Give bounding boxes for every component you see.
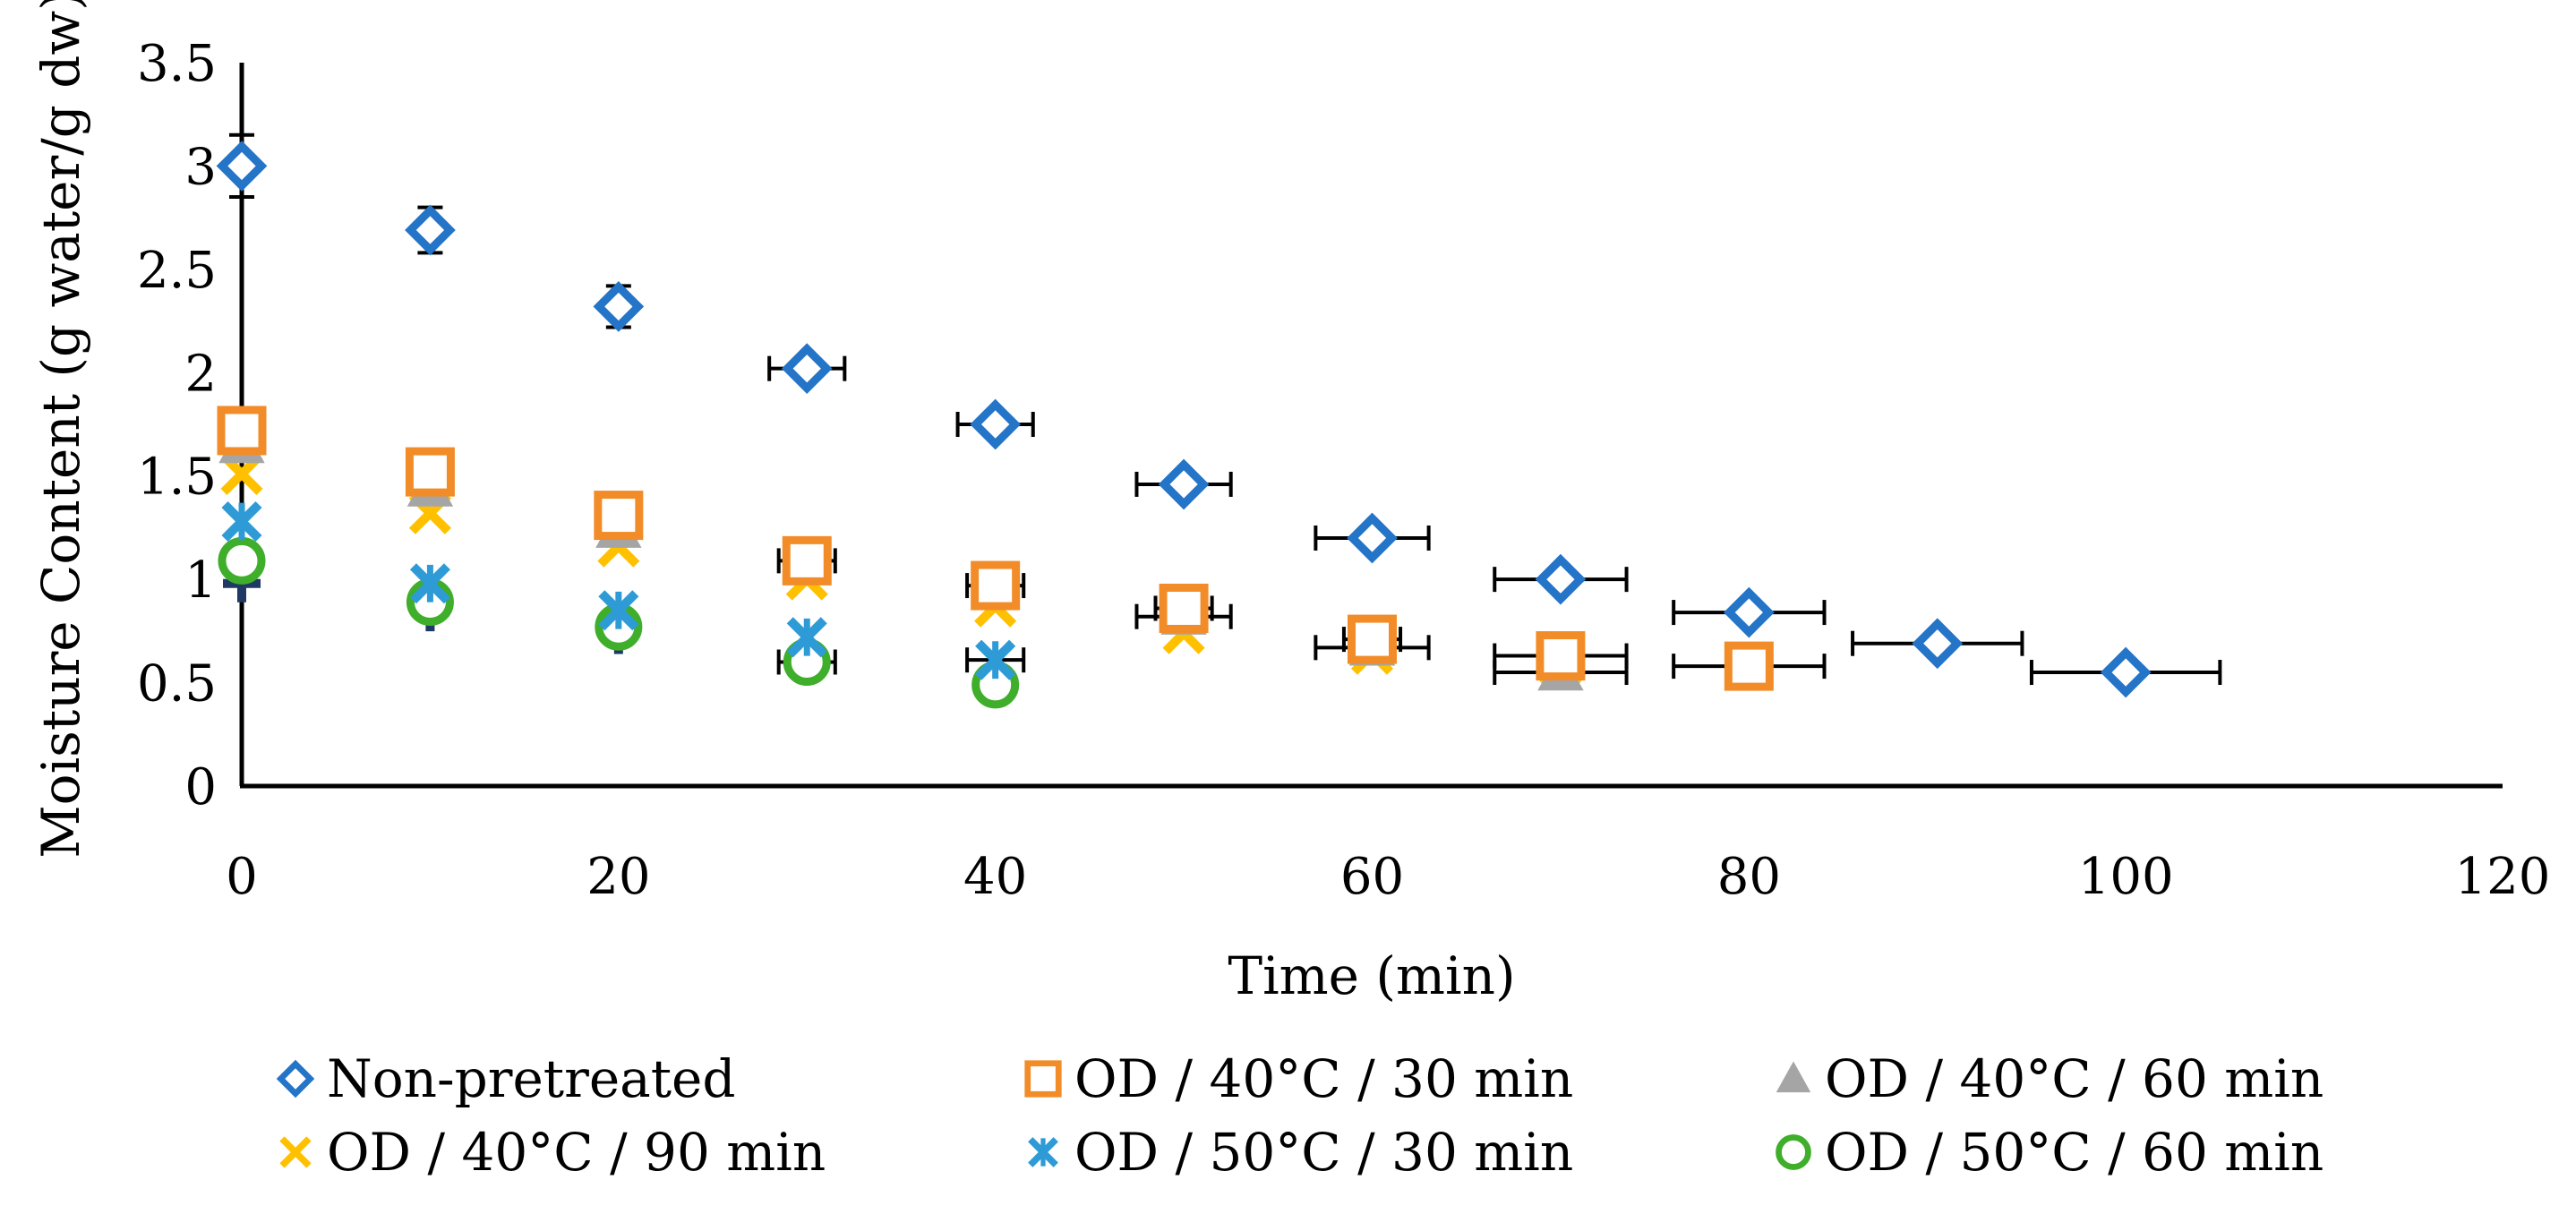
legend-marker-shape	[276, 1059, 315, 1098]
y-tick-label: 0	[184, 758, 217, 816]
legend-marker-shape	[279, 1136, 312, 1168]
data-point-square	[405, 447, 455, 497]
legend-marker-shape	[1024, 1060, 1062, 1098]
legend-marker-shape	[1776, 1061, 1811, 1093]
legend-label: Non-pretreated	[327, 1048, 736, 1109]
legend-label: OD / 50°C / 30 min	[1074, 1122, 1573, 1183]
y-tick-label: 3.5	[137, 35, 217, 93]
legend-item: OD / 50°C / 30 min	[1028, 1122, 1573, 1183]
data-point-star	[786, 617, 827, 658]
data-point-diamond	[1723, 586, 1775, 638]
y-tick-label: 0.5	[137, 655, 217, 714]
data-point-square	[1348, 614, 1397, 664]
data-point-circle	[218, 536, 266, 585]
x-tick-label: 40	[963, 848, 1027, 906]
legend-label: OD / 40°C / 90 min	[327, 1122, 826, 1183]
markers-layer	[216, 141, 2152, 709]
legend-marker-square	[1024, 1060, 1062, 1098]
legend-item: Non-pretreated	[276, 1048, 736, 1109]
y-tick-label: 3	[184, 138, 217, 196]
legend-marker-shape	[1028, 1137, 1058, 1167]
data-point-square	[782, 535, 832, 586]
x-tick-label: 0	[226, 848, 258, 906]
legend-item: OD / 40°C / 30 min	[1024, 1048, 1573, 1109]
data-point-star	[221, 500, 262, 543]
data-point-diamond	[2100, 646, 2152, 698]
x-tick-label: 60	[1340, 848, 1404, 906]
data-point-diamond	[781, 343, 833, 395]
x-tick-label: 20	[586, 848, 650, 906]
data-point-square	[971, 560, 1021, 611]
data-point-diamond	[1535, 553, 1587, 605]
data-point-star	[409, 563, 450, 604]
legend-item: OD / 40°C / 60 min	[1776, 1048, 2324, 1109]
legend-marker-circle	[1776, 1134, 1811, 1170]
data-point-square	[217, 406, 267, 456]
axes-layer	[239, 63, 2503, 789]
data-point-diamond	[216, 141, 268, 192]
data-point-square	[1536, 631, 1586, 681]
data-point-diamond	[1347, 512, 1398, 564]
legend-marker-shape	[1776, 1134, 1811, 1170]
error-bars-layer	[229, 133, 2222, 686]
data-point-square	[1159, 583, 1209, 633]
y-tick-label: 2.5	[137, 242, 217, 300]
legend-marker-triangle	[1776, 1061, 1811, 1093]
data-point-diamond	[1158, 458, 1210, 510]
legend: Non-pretreated OD / 40°C / 30 min OD / 40°…	[276, 1048, 2324, 1183]
data-point-diamond	[970, 398, 1022, 450]
x-tick-label: 100	[2078, 848, 2174, 906]
y-tick-label: 1	[184, 551, 217, 610]
legend-marker-star	[1028, 1137, 1058, 1167]
y-axis-title: Moisture Content (g water/g dw)	[30, 0, 91, 859]
legend-label: OD / 50°C / 60 min	[1825, 1122, 2324, 1183]
y-tick-label: 2	[184, 345, 217, 403]
x-axis-title: Time (min)	[1228, 945, 1515, 1006]
legend-label: OD / 40°C / 60 min	[1825, 1048, 2324, 1109]
legend-marker-diamond	[276, 1059, 315, 1098]
legend-item: OD / 40°C / 90 min	[279, 1122, 826, 1183]
data-point-diamond	[593, 281, 645, 332]
data-point-star	[975, 639, 1016, 680]
legend-marker-x	[279, 1136, 312, 1168]
tick-labels-layer: 0 20 40 60 80 100 120 0 0.5 1 1.5 2 2.5 3 3.5	[137, 35, 2551, 906]
data-point-diamond	[1912, 618, 1964, 670]
data-point-star	[598, 590, 639, 631]
y-tick-label: 1.5	[137, 449, 217, 507]
data-point-square	[594, 491, 644, 541]
data-point-diamond	[405, 204, 456, 256]
x-tick-label: 120	[2455, 848, 2551, 906]
x-tick-label: 80	[1717, 848, 1781, 906]
legend-item: OD / 50°C / 60 min	[1776, 1122, 2324, 1183]
legend-label: OD / 40°C / 30 min	[1074, 1048, 1573, 1109]
data-point-square	[1724, 641, 1774, 691]
